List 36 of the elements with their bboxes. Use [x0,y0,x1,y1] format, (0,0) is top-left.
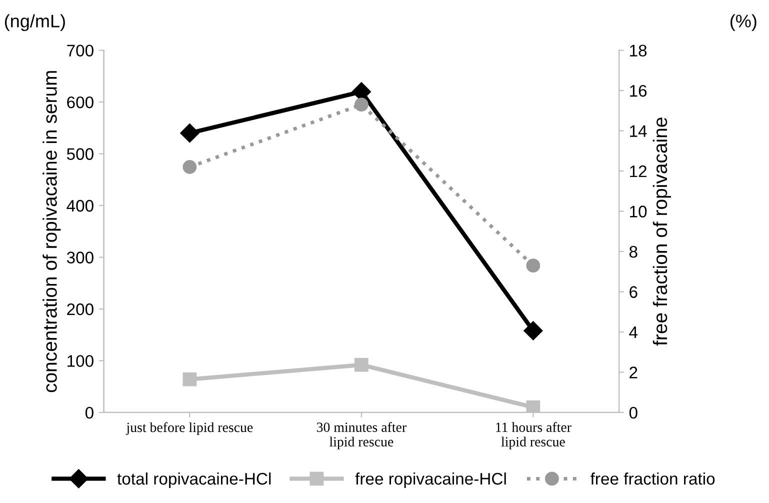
y-tick-label: 600 [67,96,94,108]
y2-tick-label: 14 [630,125,647,137]
y2-tick-label: 8 [629,246,638,258]
y-tick-label: 200 [67,303,94,316]
y-axis-title: concentration of ropivacaine in serum [42,71,61,392]
y2-tick-label: 0 [629,406,638,419]
text: (ng/mL) [4,14,65,32]
point [180,124,200,143]
point [526,400,540,412]
y2-tick-label: 4 [629,326,638,338]
y2-tick-label: 2 [630,366,638,378]
y-tick-label: 100 [68,355,94,367]
x-tick-label: 11 hours after lipid rescue [496,422,572,450]
legend-label: free ropivacaine-HCl [355,472,506,488]
y2-tick-label: 6 [630,286,638,298]
x-tick-label: 30 minutes after lipid rescue [316,422,406,450]
y2-tick-label: 12 [630,165,646,178]
y2-axis-title: free fraction of ropivacaine [652,118,671,346]
point [354,98,368,112]
y-tick-label: 300 [66,252,94,264]
x-tick-label: just before lipid rescue [126,422,253,435]
text: (%) [730,14,756,32]
point [526,258,540,273]
y-tick-label: 0 [85,406,94,419]
point [524,321,543,340]
point [182,372,197,386]
y2-tick-label: 16 [630,84,647,97]
y-tick-label: 400 [66,200,94,212]
y2-tick-label: 18 [630,44,647,57]
legend-label: free fraction ratio [590,472,715,485]
point [354,358,368,372]
legend-label: total ropivacaine-HCl [117,472,271,488]
y-tick-label: 500 [66,148,94,160]
point [182,160,197,174]
y-tick-label: 700 [67,44,94,57]
y2-tick-label: 10 [630,206,647,218]
